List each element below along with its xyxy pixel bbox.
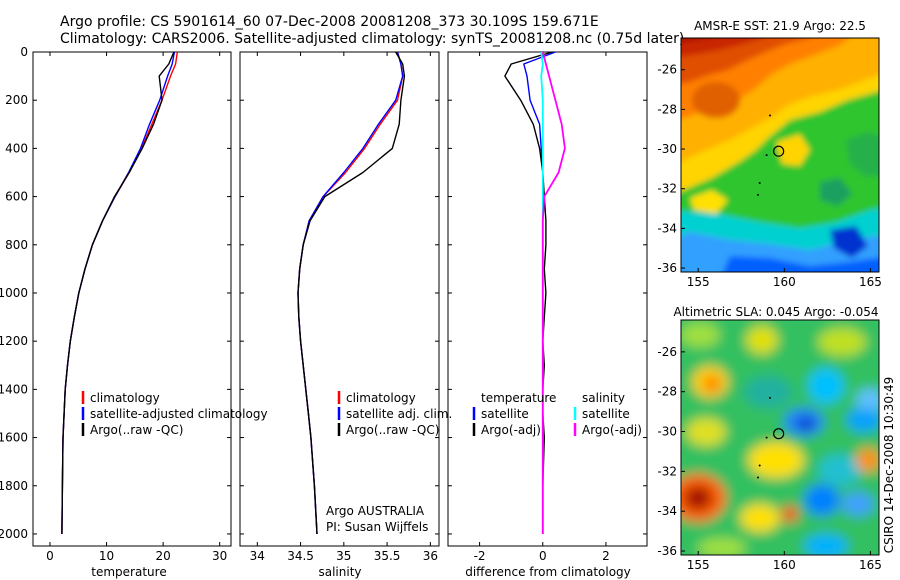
difference-legend: temperature satellite Argo(-adj) salinit… <box>472 391 642 437</box>
series-line-salinity-argo-adj <box>541 52 566 534</box>
float-track-point <box>765 436 768 439</box>
legend-label-temperature-satellite: satellite <box>481 407 529 421</box>
x-tick-label: 0 <box>46 549 54 563</box>
difference-panel: -2 0 2 temperature satellite Argo(-adj) sa… <box>447 51 648 579</box>
x-tick-label: 35.5 <box>374 549 401 563</box>
lat-tick-label: -32 <box>657 182 677 196</box>
y-tick-label: 1600 <box>0 431 28 445</box>
sla-map-title: Altimetric SLA: 0.045 Argo: -0.054 <box>673 305 878 319</box>
sst-map-title: AMSR-E SST: 21.9 Argo: 22.5 <box>694 19 866 33</box>
legend-label-salinity-argo: Argo(-adj) <box>582 423 642 437</box>
float-track-point <box>769 114 772 117</box>
x-tick-label: -2 <box>474 549 486 563</box>
float-track-point <box>756 476 759 479</box>
temperature-legend: climatology satellite-adjusted climatolo… <box>81 391 268 437</box>
legend-label-salinity-satellite: satellite <box>582 407 630 421</box>
figure-title-line2: Climatology: CARS2006. Satellite-adjuste… <box>60 31 684 47</box>
principal-investigator-note: PI: Susan Wijffels <box>326 520 428 534</box>
x-tick-label: 34.5 <box>287 549 314 563</box>
figure-title-line1: Argo profile: CS 5901614_60 07-Dec-2008 … <box>60 14 599 30</box>
sst-map-frame <box>680 37 880 273</box>
series-line-temperature-satellite <box>523 52 556 534</box>
y-tick-label: 1800 <box>0 479 28 493</box>
legend-label-temperature-argo: Argo(-adj) <box>481 423 541 437</box>
lon-tick-label: 165 <box>859 558 882 572</box>
float-track-point <box>765 154 768 157</box>
legend-title-temperature: temperature <box>481 391 556 405</box>
legend-label-climatology: climatology <box>90 391 160 405</box>
y-tick-label: 800 <box>5 238 28 252</box>
x-tick-label: 35 <box>336 549 351 563</box>
temperature-axes-box <box>32 51 232 547</box>
lat-tick-label: -26 <box>657 345 677 359</box>
argo-australia-note: Argo AUSTRALIA <box>326 504 425 518</box>
y-tick-label: 1200 <box>0 334 28 348</box>
series-line-argo-raw-qc <box>297 52 406 535</box>
legend-label-satellite: satellite-adjusted climatology <box>90 407 268 421</box>
legend-label-argo: Argo(..raw -QC) <box>90 423 183 437</box>
legend-title-salinity: salinity <box>582 391 625 405</box>
difference-x-axis-label: difference from climatology <box>465 565 631 579</box>
x-tick-label: 36 <box>423 549 438 563</box>
salinity-axes-box <box>239 51 440 547</box>
x-tick-label: 2 <box>602 549 610 563</box>
temperature-x-axis-label: temperature <box>91 565 166 579</box>
lat-tick-label: -36 <box>657 544 677 558</box>
sst-map-panel: AMSR-E SST: 21.9 Argo: 22.5 <box>657 19 882 289</box>
sst-heatmap <box>681 38 879 272</box>
series-line-argo-raw-qc <box>61 52 175 535</box>
series-line-temperature-argo-adj <box>504 52 553 534</box>
sla-map-frame <box>680 319 880 556</box>
x-tick-label: 0 <box>539 549 547 563</box>
sla-heatmap <box>681 320 879 555</box>
difference-axes-box <box>447 51 648 547</box>
sla-map-panel: Altimetric SLA: 0.045 Argo: -0.054 <box>657 305 882 572</box>
float-track-point <box>756 193 759 196</box>
legend-label-argo: Argo(..raw -QC) <box>346 423 439 437</box>
float-track-point <box>758 464 761 467</box>
lon-tick-label: 160 <box>773 275 796 289</box>
lat-tick-label: -30 <box>657 142 677 156</box>
lat-tick-label: -32 <box>657 464 677 478</box>
lon-tick-label: 165 <box>859 275 882 289</box>
legend-label-climatology: climatology <box>346 391 416 405</box>
lat-tick-label: -30 <box>657 425 677 439</box>
y-tick-label: 1400 <box>0 382 28 396</box>
salinity-legend: climatology satellite adj. clim. Argo(..… <box>337 391 452 437</box>
lat-tick-label: -26 <box>657 63 677 77</box>
y-tick-label: 600 <box>5 190 28 204</box>
lat-tick-label: -28 <box>657 385 677 399</box>
lon-tick-label: 155 <box>687 558 710 572</box>
x-tick-label: 34 <box>250 549 265 563</box>
argo-float-position-marker <box>773 428 785 440</box>
legend-label-satellite: satellite adj. clim. <box>346 407 452 421</box>
float-track-point <box>758 181 761 184</box>
x-tick-label: 30 <box>212 549 227 563</box>
timestamp-note: CSIRO 14-Dec-2008 10:30:49 <box>882 377 896 554</box>
x-tick-label: 10 <box>99 549 114 563</box>
y-tick-label: 2000 <box>0 527 28 541</box>
salinity-x-axis-label: salinity <box>318 565 361 579</box>
lat-tick-label: -34 <box>657 221 677 235</box>
lon-tick-label: 155 <box>687 275 710 289</box>
argo-float-position-marker <box>773 145 785 157</box>
float-track-point <box>769 396 772 399</box>
lon-tick-label: 160 <box>773 558 796 572</box>
y-tick-label: 1000 <box>0 286 28 300</box>
lat-tick-label: -36 <box>657 261 677 275</box>
temperature-profile-panel: 0 10 20 30 0 200 400 600 800 1000 1200 1400 1600 1800… <box>0 45 268 579</box>
lat-tick-label: -34 <box>657 504 677 518</box>
y-tick-label: 0 <box>20 45 28 59</box>
series-line-satellite-adj-clim <box>297 52 404 535</box>
x-tick-label: 20 <box>155 549 170 563</box>
lat-tick-label: -28 <box>657 102 677 116</box>
salinity-profile-panel: 34 34.5 35 35.5 36 climatology satellite adj… <box>239 51 452 579</box>
y-tick-label: 200 <box>5 93 28 107</box>
y-tick-label: 400 <box>5 141 28 155</box>
series-line-climatology <box>297 52 404 535</box>
